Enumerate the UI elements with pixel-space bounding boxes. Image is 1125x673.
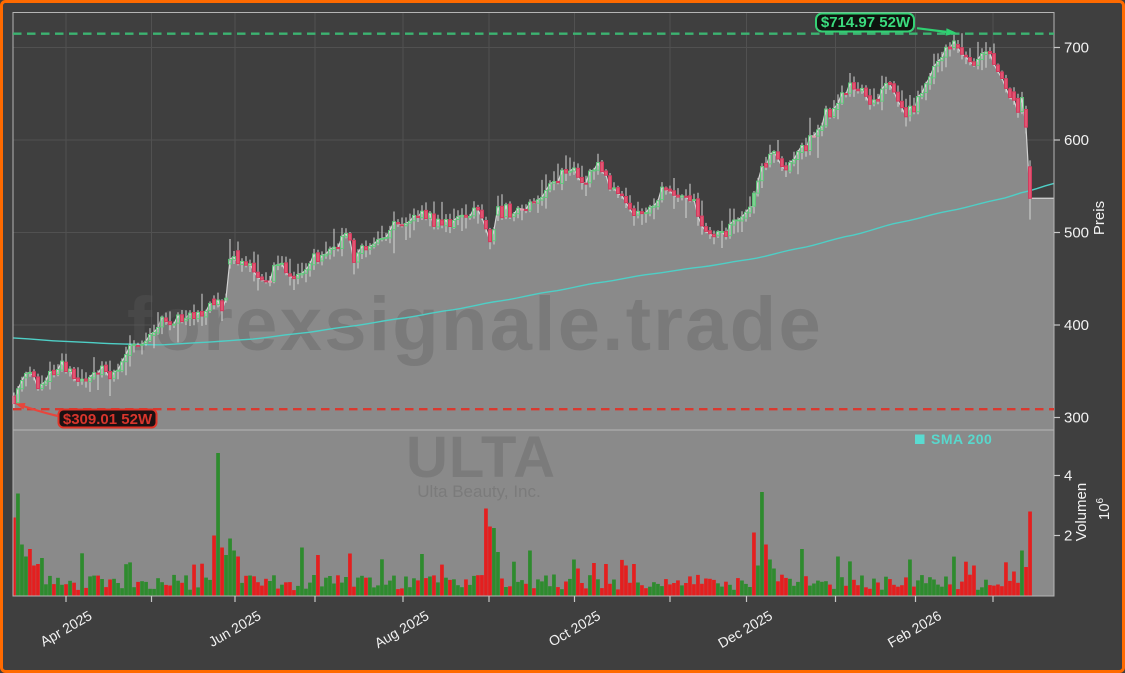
svg-text:700: 700 — [1064, 40, 1089, 57]
svg-text:500: 500 — [1064, 225, 1089, 242]
svg-text:600: 600 — [1064, 132, 1089, 149]
svg-text:2: 2 — [1064, 528, 1072, 545]
svg-text:forexsignale.trade: forexsignale.trade — [127, 282, 823, 367]
svg-text:400: 400 — [1064, 317, 1089, 334]
svg-text:300: 300 — [1064, 410, 1089, 427]
svg-text:Ulta Beauty, Inc.: Ulta Beauty, Inc. — [417, 482, 540, 501]
svg-text:$309.01 52W: $309.01 52W — [63, 411, 153, 428]
svg-text:4: 4 — [1064, 468, 1072, 485]
svg-text:Volumen: Volumen — [1073, 483, 1090, 541]
svg-text:ULTA: ULTA — [406, 425, 556, 490]
svg-text:Preis: Preis — [1091, 201, 1108, 235]
svg-text:$714.97 52W: $714.97 52W — [821, 14, 911, 31]
svg-text:SMA 200: SMA 200 — [931, 431, 992, 447]
